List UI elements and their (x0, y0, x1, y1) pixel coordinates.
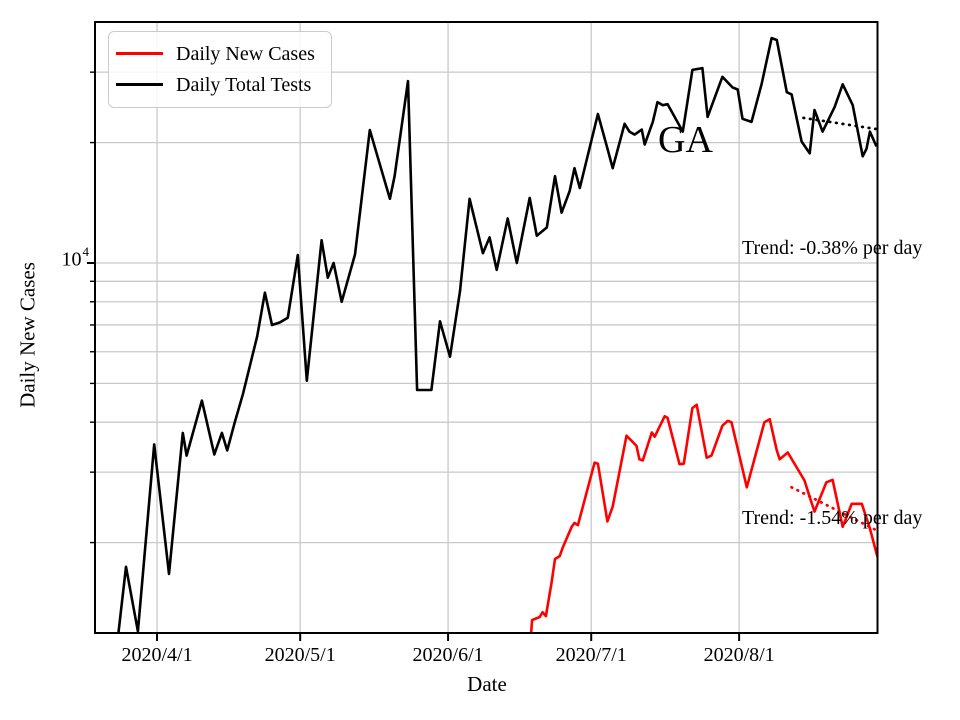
state-annotation: GA (658, 119, 713, 161)
legend: Daily New Cases Daily Total Tests (108, 31, 332, 108)
axes-spines (94, 21, 879, 634)
y-tick-base: 10 (61, 248, 82, 271)
series-group (117, 36, 878, 633)
legend-label-daily-total-tests: Daily Total Tests (176, 73, 312, 96)
x-tick-label: 2020/5/1 (264, 644, 336, 666)
x-axis-label: Date (467, 672, 507, 696)
x-tick-label: 2020/6/1 (412, 644, 484, 666)
x-tick-label: 2020/8/1 (703, 644, 775, 666)
legend-item-daily-total-tests: Daily Total Tests (116, 69, 331, 100)
tick-marks (87, 71, 741, 641)
legend-item-daily-new-cases: Daily New Cases (116, 38, 331, 69)
x-tick-label: 2020/7/1 (555, 644, 627, 666)
black-line-swatch-icon (116, 83, 163, 86)
series-line-tests-trend-0-38-day (802, 116, 878, 131)
x-tick-label: 2020/4/1 (121, 644, 193, 666)
y-axis-label: Daily New Cases (15, 262, 40, 408)
red-line-swatch-icon (116, 52, 163, 55)
y-tick-exponent: 4 (82, 244, 90, 259)
tests-trend-annotation: Trend: -0.38% per day (742, 237, 923, 259)
series-line-daily-total-tests (117, 36, 878, 633)
gridlines (95, 22, 878, 633)
series-line-cases-trend-1-54-day (790, 485, 878, 533)
cases-trend-annotation: Trend: -1.54% per day (742, 507, 923, 529)
y-tick-label: 104 (36, 244, 90, 272)
legend-label-daily-new-cases: Daily New Cases (176, 42, 315, 65)
